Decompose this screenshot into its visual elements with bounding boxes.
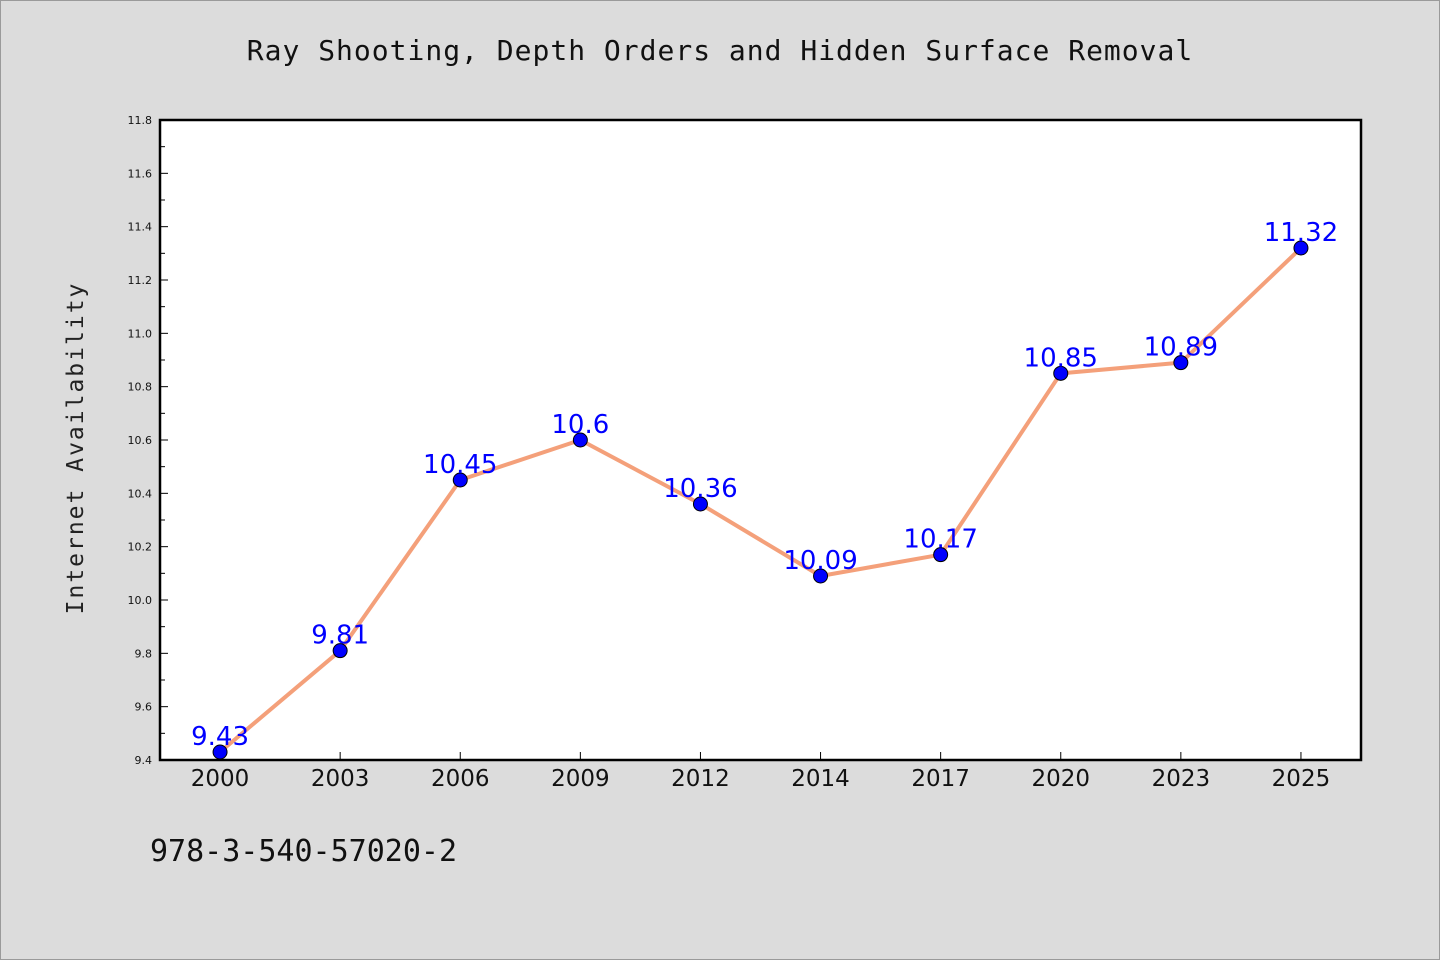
series-line xyxy=(218,246,1303,754)
y-tick-label: 10.6 xyxy=(128,434,153,447)
data-point xyxy=(933,547,949,563)
data-point xyxy=(692,496,708,512)
y-tick-label: 9.4 xyxy=(135,754,153,767)
data-point xyxy=(1293,240,1309,256)
y-tick-label: 11.2 xyxy=(128,274,153,287)
x-tick-label: 2006 xyxy=(431,766,490,792)
data-label: 10.17 xyxy=(903,525,977,555)
y-tick-label: 11.0 xyxy=(128,327,153,340)
data-label: 9.81 xyxy=(311,621,369,651)
x-tick-label: 2003 xyxy=(311,766,370,792)
isbn-footnote: 978-3-540-57020-2 xyxy=(150,834,458,869)
y-tick-label: 11.6 xyxy=(128,167,153,180)
plot-frame xyxy=(158,118,1363,762)
x-tick-label: 2000 xyxy=(191,766,250,792)
data-point xyxy=(332,643,348,659)
data-point xyxy=(452,472,468,488)
y-tick-label: 10.8 xyxy=(128,381,153,394)
y-tick-label: 11.8 xyxy=(128,114,153,127)
data-point xyxy=(1173,355,1189,371)
data-label: 10.85 xyxy=(1024,343,1098,373)
data-point xyxy=(1053,365,1069,381)
y-tick-label: 10.2 xyxy=(128,541,153,554)
data-label: 10.09 xyxy=(783,546,857,576)
data-label: 10.45 xyxy=(423,450,497,480)
data-point xyxy=(572,432,588,448)
x-tick-label: 2012 xyxy=(671,766,730,792)
y-tick-label: 9.8 xyxy=(135,647,153,660)
x-tick-label: 2020 xyxy=(1031,766,1090,792)
y-tick-label: 11.4 xyxy=(128,221,153,234)
x-tick-label: 2009 xyxy=(551,766,610,792)
y-tick-label: 10.4 xyxy=(128,487,153,500)
y-tick-label: 9.6 xyxy=(135,701,153,714)
plot-background xyxy=(160,120,1361,760)
data-label: 10.89 xyxy=(1144,333,1218,363)
data-label: 11.32 xyxy=(1264,218,1338,248)
x-tick-label: 2023 xyxy=(1152,766,1211,792)
data-label: 10.36 xyxy=(663,474,737,504)
data-label: 9.43 xyxy=(191,722,249,752)
x-tick-label: 2014 xyxy=(791,766,850,792)
chart-title: Ray Shooting, Depth Orders and Hidden Su… xyxy=(246,34,1194,67)
y-tick-label: 10.0 xyxy=(128,594,153,607)
data-point xyxy=(813,568,829,584)
x-tick-label: 2025 xyxy=(1272,766,1331,792)
data-label: 10.6 xyxy=(551,410,609,440)
x-tick-label: 2017 xyxy=(911,766,970,792)
